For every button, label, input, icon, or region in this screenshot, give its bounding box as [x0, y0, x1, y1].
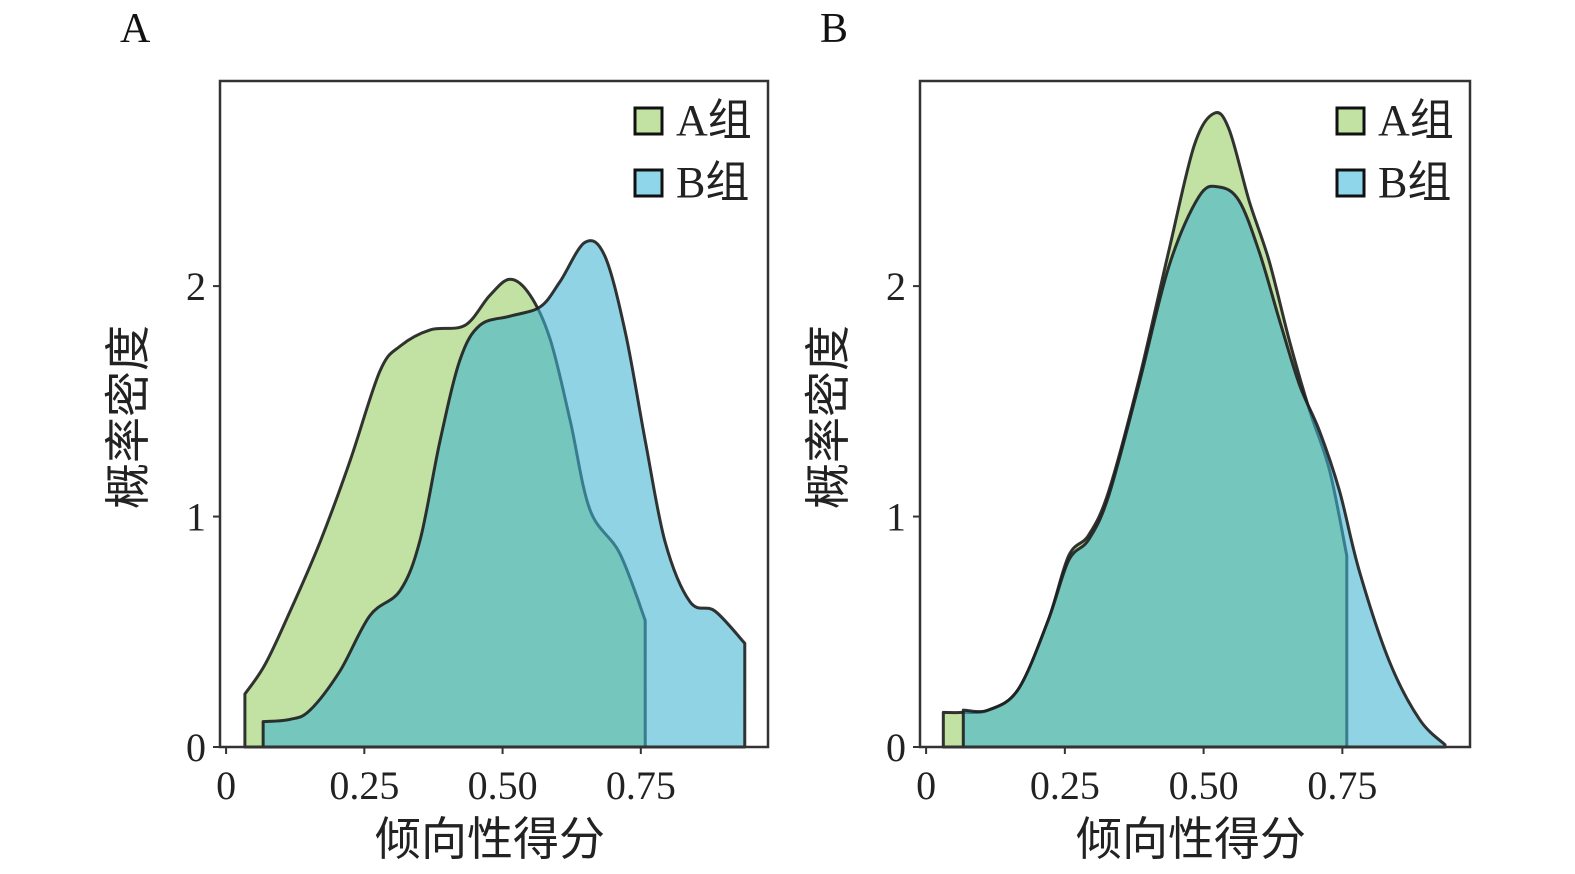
legend-swatch-b	[1335, 168, 1366, 198]
y-tick-label: 2	[886, 264, 906, 309]
panel-b: B 0 0.25 0.50 0.75 0 1 2 倾向性得分 概率密度 A组 B组	[803, 6, 1472, 865]
panel-label: A	[120, 6, 151, 52]
legend-label: B组	[676, 158, 749, 207]
x-tick-label: 0.25	[1030, 763, 1100, 808]
x-tick-label: 0	[216, 763, 236, 808]
y-tick-label: 1	[186, 495, 206, 540]
x-tick-label: 0.50	[468, 763, 538, 808]
x-axis-title: 倾向性得分	[375, 814, 605, 865]
legend-swatch-b	[633, 168, 664, 198]
x-tick-label: 0	[916, 763, 936, 808]
x-tick-label: 0.75	[606, 763, 676, 808]
y-axis-title: 概率密度	[103, 325, 154, 509]
legend-swatch-a	[633, 106, 664, 136]
y-tick-label: 1	[886, 495, 906, 540]
density-area-b	[261, 239, 747, 749]
y-axis-title: 概率密度	[803, 325, 854, 509]
legend-label: A组	[676, 96, 752, 145]
legend-swatch-a	[1335, 106, 1366, 136]
y-tick-label: 2	[186, 264, 206, 309]
legend-label: A组	[1378, 96, 1454, 145]
x-axis-title: 倾向性得分	[1076, 814, 1306, 865]
panel-label: B	[820, 6, 848, 52]
legend-label: B组	[1378, 158, 1451, 207]
x-tick-label: 0.75	[1307, 763, 1377, 808]
plot-frame	[918, 79, 1472, 749]
y-tick-label: 0	[886, 725, 906, 770]
plot-frame	[218, 79, 770, 749]
panel-a: A 0 0.25 0.50 0.75 0 1 2 倾向性得分 概率密度 A组 B组	[103, 6, 770, 865]
y-tick-label: 0	[186, 725, 206, 770]
x-tick-label: 0.50	[1169, 763, 1239, 808]
x-tick-label: 0.25	[329, 763, 399, 808]
density-area-b	[961, 184, 1447, 749]
